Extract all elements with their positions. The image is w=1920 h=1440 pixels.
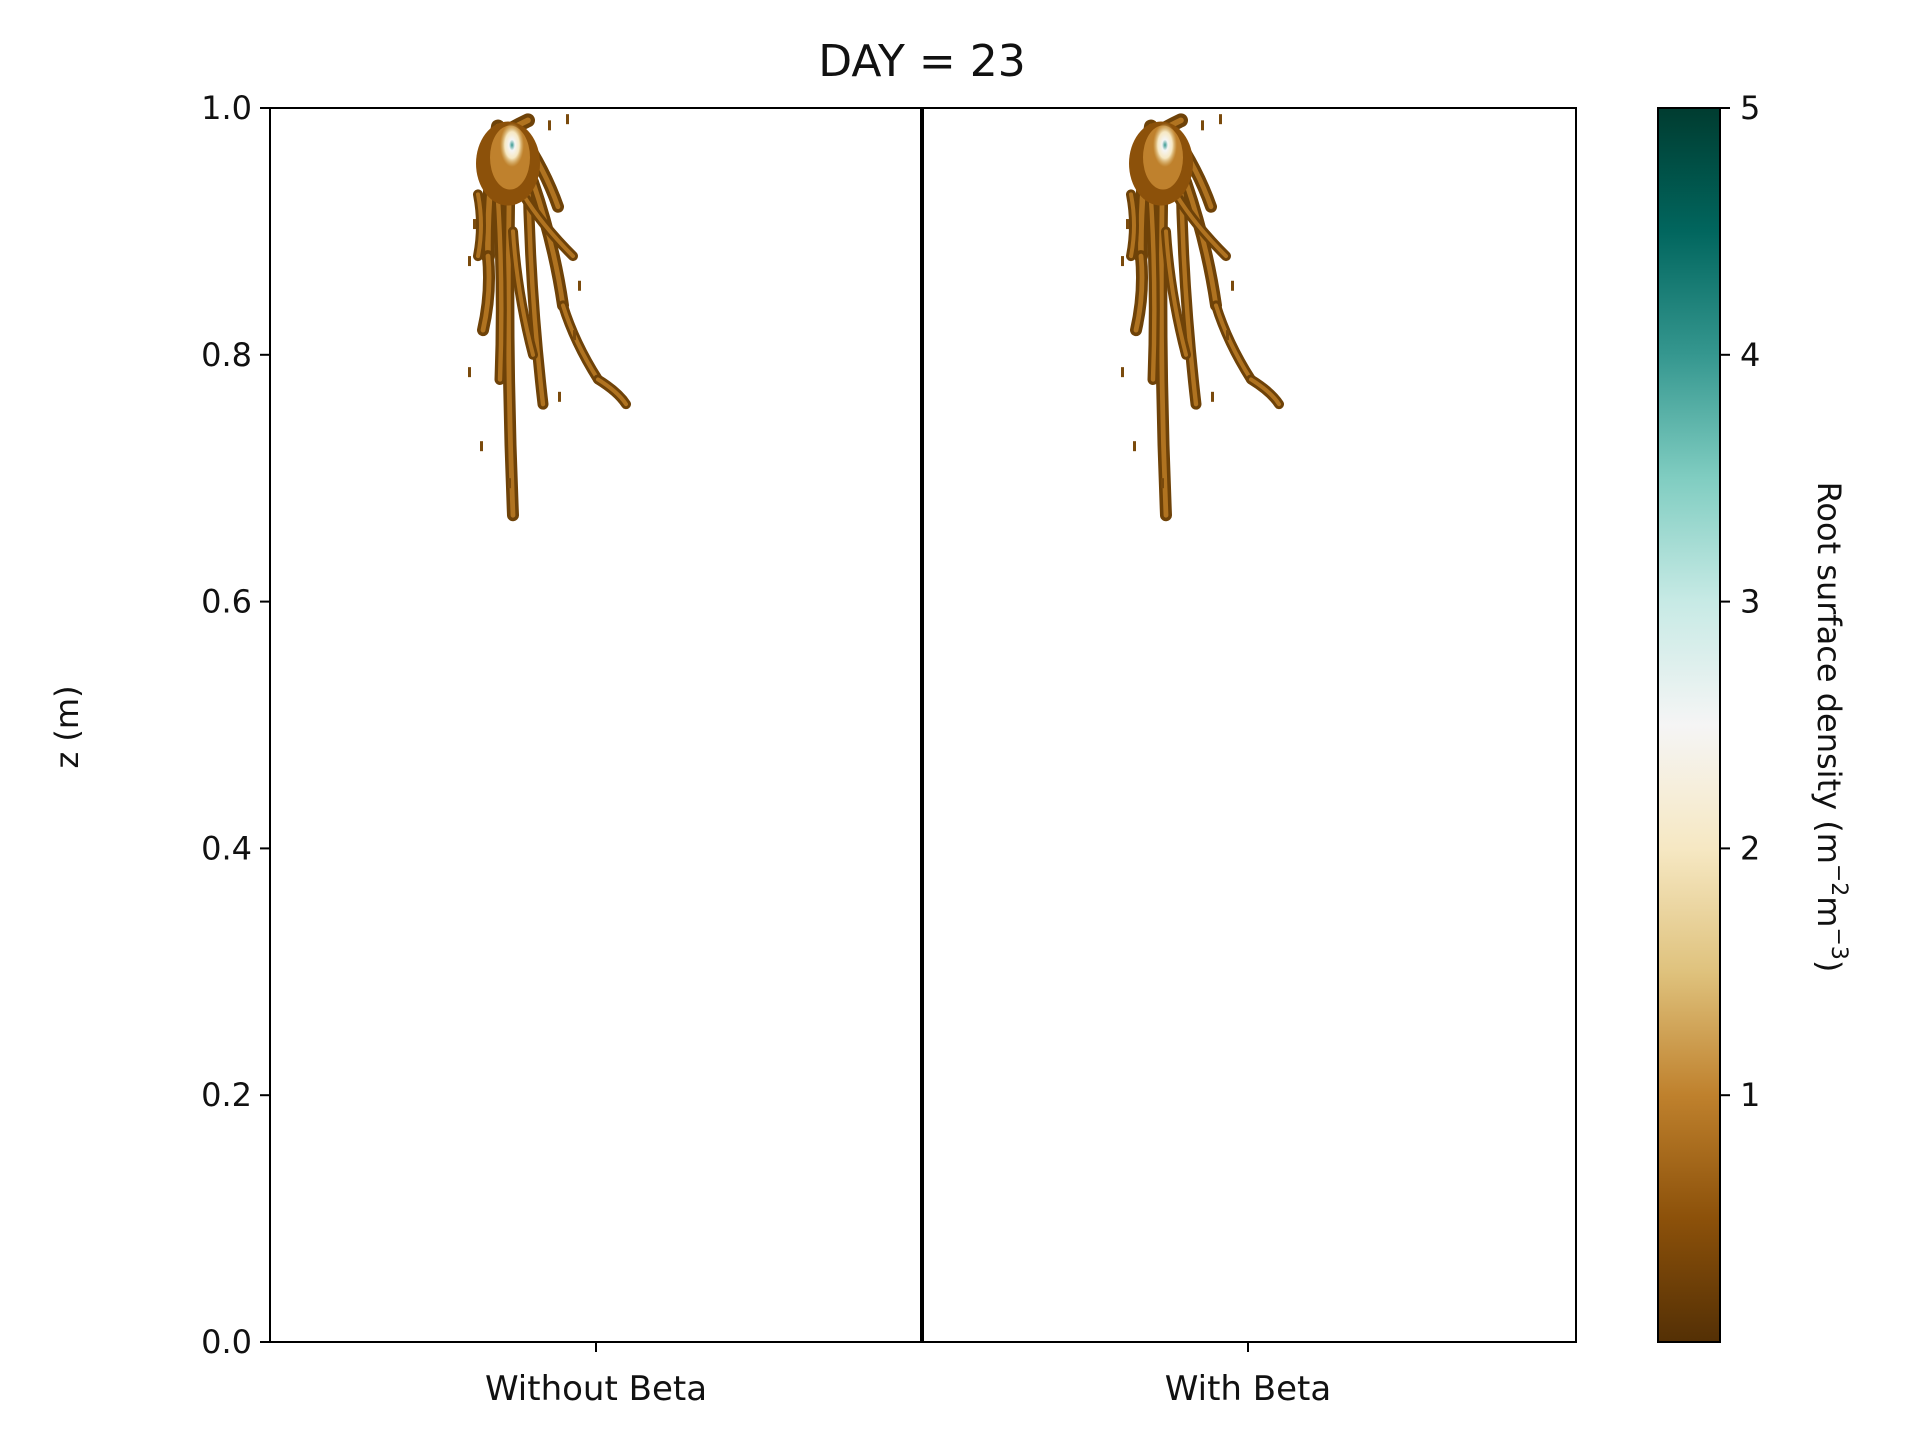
root-peak-0: [500, 123, 524, 168]
root-branch-core-1-8: [1174, 192, 1228, 259]
root-branch-core-1-5: [1183, 179, 1219, 308]
y-tick-label-5: 1.0: [201, 89, 252, 127]
chart-title: DAY = 23: [818, 36, 1026, 87]
root-branch-core-1-9: [1129, 192, 1136, 259]
y-tick-label-3: 0.6: [201, 583, 252, 621]
colorbar-label: Root surface density (m−2m−3): [1810, 482, 1851, 973]
root-branch-core-1-6: [1214, 303, 1253, 382]
root-fragment-0-4: [480, 441, 483, 452]
colorbar-label-sup2: −3: [1826, 927, 1851, 959]
root-fragment-1-7: [1121, 367, 1124, 378]
colorbar: [1657, 107, 1721, 1343]
root-fragment-0-1: [468, 256, 471, 267]
root-fragment-0-7: [468, 367, 471, 378]
root-fragment-1-9: [1231, 280, 1234, 291]
y-tick-label-2: 0.4: [201, 829, 252, 867]
y-axis-label: z (m): [48, 685, 86, 768]
root-fragment-0-8: [558, 391, 561, 402]
root-branch-core-0-5: [530, 179, 566, 308]
colorbar-label-base: Root surface density (m: [1810, 482, 1848, 864]
root-fragment-1-5: [1161, 478, 1164, 489]
root-branch-core-0-10: [511, 229, 535, 357]
x-tick-label-without-beta: Without Beta: [485, 1369, 707, 1409]
y-axis-ticks: 0.0 0.2 0.4 0.6 0.8 1.0: [201, 89, 270, 1361]
root-branch-core-0-1: [480, 253, 492, 333]
root-branch-core-0-6: [561, 303, 600, 382]
colorbar-label-sup1: −2: [1826, 864, 1851, 896]
colorbar-tick-label-2: 3: [1740, 583, 1760, 621]
root-fragment-1-1: [1121, 256, 1124, 267]
root-fragment-1-0: [1126, 219, 1129, 230]
root-fragment-0-5: [508, 478, 511, 489]
root-branch-core-1-10: [1164, 229, 1188, 357]
root-branch-core-1-1: [1133, 253, 1145, 333]
y-tick-label-0: 0.0: [201, 1323, 252, 1361]
root-fragment-0-9: [578, 280, 581, 291]
root-fragment-1-6: [1226, 330, 1229, 341]
root-peak-1: [1153, 123, 1177, 168]
colorbar-tick-label-0: 1: [1740, 1076, 1760, 1114]
root-fragment-0-3: [566, 114, 569, 125]
colorbar-tick-label-3: 4: [1740, 336, 1760, 374]
root-branch-core-0-8: [521, 192, 575, 259]
root-fragment-1-8: [1211, 391, 1214, 402]
root-fragment-0-0: [473, 219, 476, 230]
root-branch-core-0-7: [596, 377, 628, 407]
colorbar-label-mid: m: [1810, 896, 1848, 927]
root-fragment-1-3: [1219, 114, 1222, 125]
panel-without-beta: [468, 113, 631, 522]
x-tick-label-with-beta: With Beta: [1165, 1369, 1331, 1409]
colorbar-ticks: 1 2 3 4 5: [1720, 89, 1760, 1114]
root-branch-core-1-7: [1249, 377, 1281, 407]
root-fragment-1-2: [1201, 120, 1204, 131]
panel-with-beta: [1121, 113, 1284, 522]
colorbar-tick-label-4: 5: [1740, 89, 1760, 127]
y-tick-label-1: 0.2: [201, 1076, 252, 1114]
colorbar-tick-label-1: 2: [1740, 829, 1760, 867]
root-fragment-0-2: [548, 120, 551, 131]
y-tick-label-4: 0.8: [201, 336, 252, 374]
root-fragment-0-6: [573, 330, 576, 341]
root-fragment-1-4: [1133, 441, 1136, 452]
colorbar-label-end: ): [1810, 960, 1848, 972]
root-branch-core-0-9: [476, 192, 483, 259]
